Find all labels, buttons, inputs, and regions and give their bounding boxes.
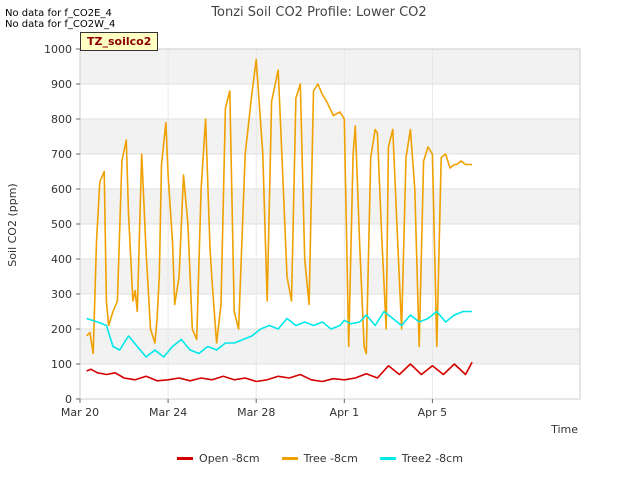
grid-band [80,294,580,329]
legend-item: Open -8cm [177,452,260,465]
legend-item: Tree2 -8cm [379,452,463,465]
grid-band [80,49,580,84]
legend-swatch [379,457,396,460]
x-tick-label: Mar 20 [61,406,99,419]
grid-band [80,224,580,259]
legend-swatch [177,457,194,460]
y-tick-label: 900 [51,78,72,91]
chart-title: Tonzi Soil CO2 Profile: Lower CO2 [210,5,426,20]
y-tick-label: 0 [65,393,72,406]
background-bands [80,49,580,399]
no-data-note-e: No data for f_CO2E_4 [5,8,112,19]
legend-swatch [281,457,298,460]
series-line-tree2-8cm [86,310,473,358]
legend-item: Tree -8cm [281,452,358,465]
grid-band [80,84,580,119]
x-tick-label: Apr 1 [330,406,360,419]
legend-label: Tree2 -8cm [401,452,463,465]
y-tick-label: 400 [51,253,72,266]
grid-band [80,154,580,189]
grid-band [80,329,580,364]
y-tick-label: 1000 [44,43,72,56]
y-tick-label: 500 [51,218,72,231]
x-tick-label: Mar 24 [149,406,187,419]
y-tick-label: 100 [51,358,72,371]
grid-band [80,119,580,154]
legend-label: Tree -8cm [303,452,358,465]
grid-band [80,364,580,399]
x-axis-label: Time [550,423,578,436]
y-tick-label: 200 [51,323,72,336]
no-data-note-w: No data for f_CO2W_4 [5,19,116,30]
x-axis-ticks: Mar 20 Mar 24 Mar 28 Apr 1 Apr 5 [61,399,447,419]
series-layer [86,58,473,383]
series-line-tree-8cm [86,58,473,355]
y-axis-ticks: 0 100 200 300 400 500 600 700 800 900 1000 [44,43,80,406]
x-tick-label: Mar 28 [237,406,275,419]
y-tick-label: 300 [51,288,72,301]
y-tick-label: 600 [51,183,72,196]
grid-band [80,259,580,294]
y-tick-label: 700 [51,148,72,161]
legend-label: Open -8cm [199,452,260,465]
site-tag-badge: TZ_soilco2 [80,32,159,51]
grid-band [80,189,580,224]
x-tick-label: Apr 5 [418,406,448,419]
series-line-open-8cm [86,361,473,383]
chart-legend: Open -8cm Tree -8cm Tree2 -8cm [0,452,640,465]
y-tick-label: 800 [51,113,72,126]
y-axis-label: Soil CO2 (ppm) [6,183,19,266]
